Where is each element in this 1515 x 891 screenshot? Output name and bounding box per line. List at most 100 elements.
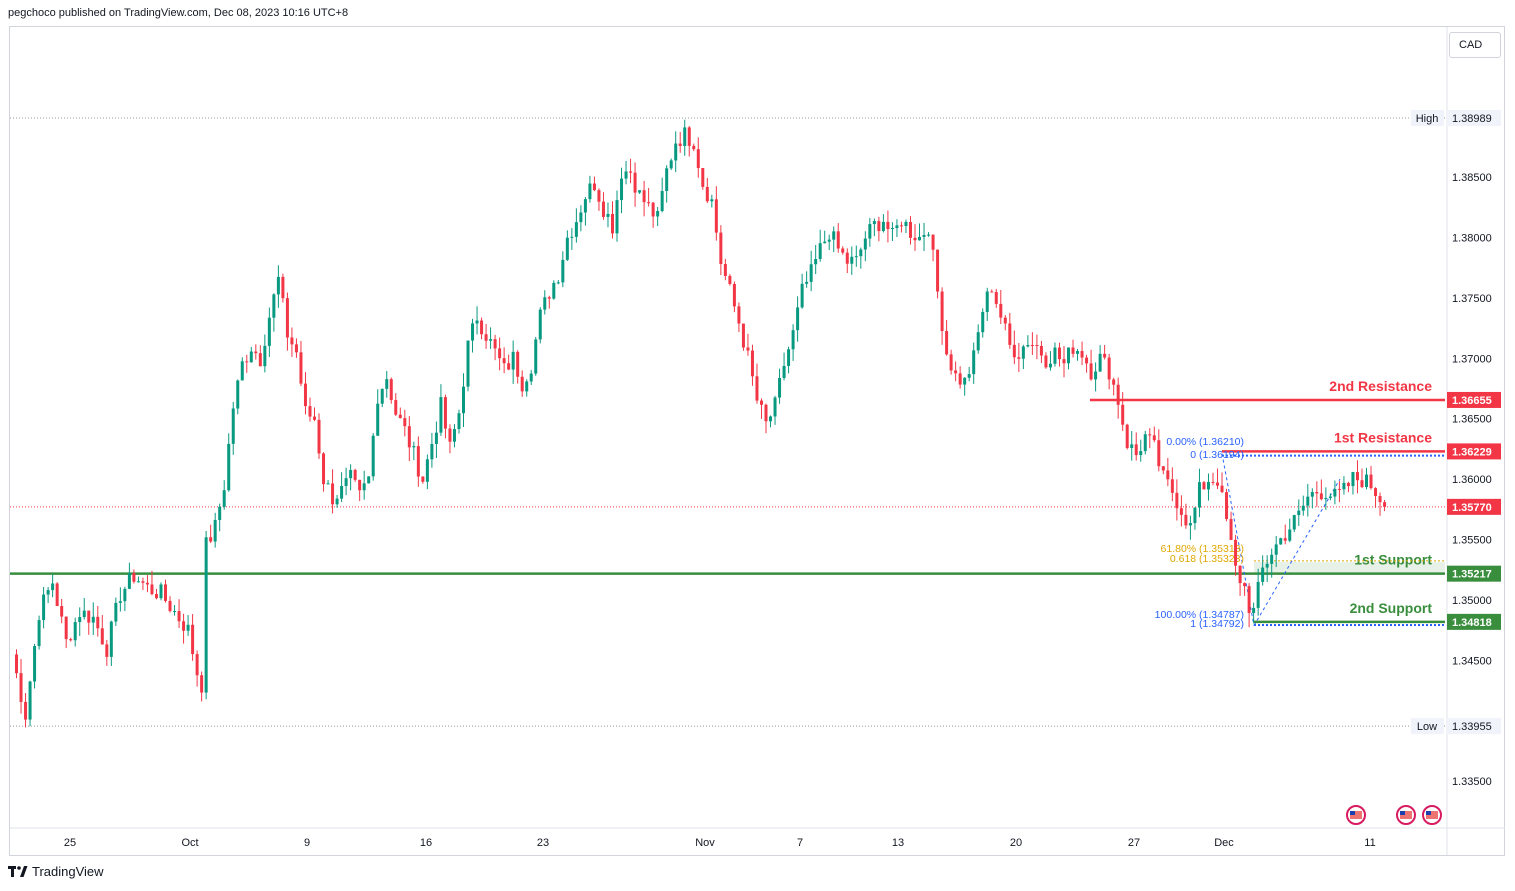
candle-body [1243,583,1247,587]
y-tick-label: 1.38000 [1452,232,1492,244]
candle-body [498,348,502,359]
candle-body [326,483,330,485]
candle-body [1139,451,1143,456]
y-tick-label: 1.36000 [1452,474,1492,486]
candle-body [1252,607,1256,614]
candle-body [1003,317,1007,324]
candle-body [1378,496,1382,503]
candle-body [863,238,867,250]
candle-body [714,199,718,233]
support-zone [1254,562,1445,574]
candle-body [484,334,488,341]
candle-body [719,232,723,265]
candle-body [1179,508,1183,515]
x-tick-label: 27 [1128,837,1140,849]
candle-body [218,506,222,520]
candle-body [1157,440,1161,467]
candle-body [1374,488,1378,497]
candle-body [1279,538,1283,545]
candle-body [543,297,547,310]
candle-body [1315,492,1319,494]
candle-body [443,397,447,429]
candle-body [778,377,782,398]
candle-body [949,354,953,371]
candle-body [561,259,565,283]
candle-body [1328,496,1332,499]
candle-body [1166,470,1170,480]
candle-body [471,323,475,341]
candle-body [1053,347,1057,364]
candle-body [267,317,271,346]
candle-body [669,160,673,169]
candle-body [141,581,145,583]
candle-body [385,379,389,389]
candle-body [538,309,542,340]
candle-body [999,303,1003,318]
low-tag-label: Low [1417,721,1437,733]
candle-body [936,249,940,292]
candle-body [480,320,484,335]
y-tick-label: 1.37000 [1452,353,1492,365]
candle-body [502,358,506,364]
candle-body [1306,496,1310,506]
candle-body [723,264,727,276]
candle-body [1067,347,1071,364]
candle-body [425,459,429,482]
candle-body [294,344,298,353]
candle-body [737,306,741,324]
event-flag-icon [1426,811,1438,819]
candle-body [1206,481,1210,490]
x-tick-label: 9 [304,837,310,849]
candle-body [741,323,745,348]
fib-label: 0.618 (1.35323) [1170,553,1244,565]
candle-body [1103,353,1107,358]
candle-body [1342,482,1346,490]
candle-body [1234,539,1238,566]
fib-label: 100.00% (1.34787) [1155,609,1244,621]
candle-body [1012,344,1016,358]
level-price-bg [1447,443,1501,460]
candle-body [1319,493,1323,500]
candle-body [82,610,86,618]
candle-body [78,617,82,623]
y-tick-label: 1.35000 [1452,595,1492,607]
tradingview-footer: TradingView [8,864,104,879]
candle-body [1071,347,1075,354]
candle-body [832,231,836,240]
candle-body [796,307,800,331]
level-price-bg [1447,391,1501,408]
candle-body [696,149,700,169]
candle-body [1021,346,1025,359]
high-tag-label: High [1416,113,1439,125]
candle-body [272,294,276,318]
y-tick-label: 1.37500 [1452,293,1492,305]
candle-body [886,221,890,230]
candle-body [249,351,253,363]
candle-body [647,202,651,204]
candle-body [1220,485,1224,493]
candle-body [1346,482,1350,487]
x-tick-label: 20 [1010,837,1022,849]
candle-body [1297,510,1301,516]
candle-body [1351,472,1355,487]
candle-body [51,583,55,591]
candle-body [154,594,158,599]
candle-body [890,227,894,230]
candle-body [209,537,213,542]
candle-body [1152,435,1156,441]
candle-body [565,237,569,260]
candle-body [136,581,140,583]
candle-body [1080,351,1084,358]
x-tick-label: Oct [181,837,198,849]
candle-body [845,252,849,264]
candle-body [954,370,958,374]
candle-body [164,584,168,601]
candle-body [990,291,994,293]
candle-body [732,283,736,307]
level-price-label: 1.36229 [1452,446,1492,458]
currency-selector[interactable]: CAD [1449,32,1501,58]
candle-body [1283,538,1287,541]
level-price-label: 1.36655 [1452,395,1492,407]
candle-body [908,221,912,238]
